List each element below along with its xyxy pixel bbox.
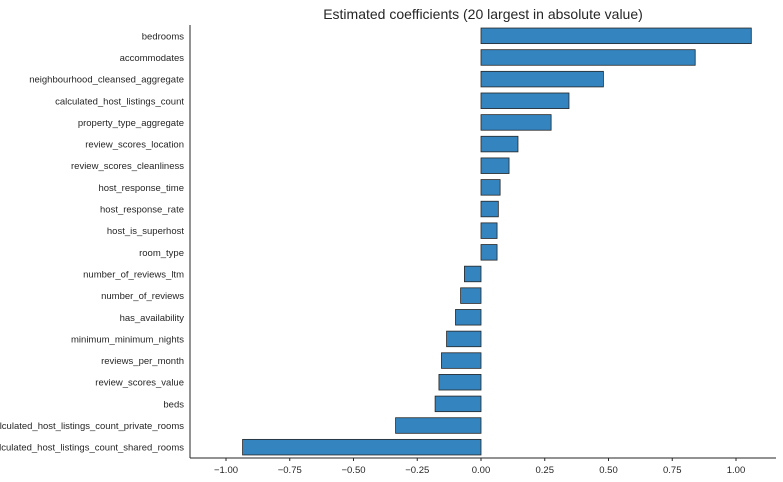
bar-review_scores_location: [480, 135, 519, 153]
category-label: property_type_aggregate: [78, 118, 184, 129]
category-label: calculated_host_listings_count: [55, 96, 184, 107]
bar-has_availability: [455, 309, 482, 326]
bars-group: [242, 27, 752, 456]
bar-bedrooms: [480, 27, 752, 45]
x-tick-label: −0.75: [278, 465, 302, 476]
bar-review_scores_cleanliness: [480, 157, 510, 174]
x-tick-label: −0.25: [405, 465, 429, 476]
bar-accommodates: [480, 49, 696, 66]
x-tick-label: −1.00: [214, 465, 238, 476]
bar-number_of_reviews: [460, 287, 482, 304]
x-tick-label: 0.50: [599, 465, 618, 476]
category-label: beds: [163, 399, 184, 410]
bar-beds: [434, 395, 482, 413]
category-label: room_type: [139, 248, 184, 259]
category-label: review_scores_cleanliness: [71, 161, 184, 172]
category-label: bedrooms: [142, 31, 184, 42]
bar-number_of_reviews_ltm: [464, 265, 482, 283]
bar-calculated_host_listings_count_private_rooms: [395, 417, 482, 434]
category-label: host_response_rate: [100, 205, 184, 216]
category-label: review_scores_value: [95, 378, 184, 389]
bar-review_scores_value: [438, 374, 482, 391]
category-label: calculated_host_listings_count_shared_ro…: [0, 443, 184, 454]
category-label: number_of_reviews: [101, 291, 184, 302]
chart-title: Estimated coefficients (20 largest in ab…: [323, 6, 643, 22]
category-label: review_scores_location: [85, 140, 184, 151]
x-tick-label: 0.75: [663, 465, 682, 476]
bar-host_response_time: [480, 179, 501, 196]
category-label: host_response_time: [98, 183, 184, 194]
category-label: calculated_host_listings_count_private_r…: [0, 421, 184, 432]
bar-host_response_rate: [480, 200, 499, 218]
category-label: reviews_per_month: [101, 356, 184, 367]
bar-host_is_superhost: [480, 222, 498, 239]
x-tick-label: 0.25: [536, 465, 555, 476]
category-label: neighbourhood_cleansed_aggregate: [29, 75, 184, 86]
bar-room_type: [480, 244, 498, 261]
bar-reviews_per_month: [441, 352, 482, 369]
category-label: host_is_superhost: [107, 226, 184, 237]
x-tick-label: 0.00: [472, 465, 491, 476]
category-labels: bedrooms accommodates neighbourhood_cleans…: [0, 31, 184, 453]
x-tick-label: 1.00: [727, 465, 746, 476]
bar-property_type_aggregate: [480, 114, 552, 131]
bar-neighbourhood_cleansed_aggregate: [480, 70, 604, 88]
category-label: minimum_minimum_nights: [71, 334, 184, 345]
x-tick-label: −0.50: [341, 465, 365, 476]
category-label: has_availability: [120, 313, 185, 324]
bar-calculated_host_listings_count: [480, 92, 570, 109]
bar-calculated_host_listings_count_shared_rooms: [242, 438, 482, 456]
category-label: number_of_reviews_ltm: [83, 269, 184, 280]
bar-minimum_minimum_nights: [446, 330, 482, 348]
category-label: accommodates: [120, 53, 185, 64]
x-axis-ticks: −1.00 −0.75 −0.50 −0.25 0.00 0.25 0.50 0.75 1.00: [214, 458, 745, 476]
